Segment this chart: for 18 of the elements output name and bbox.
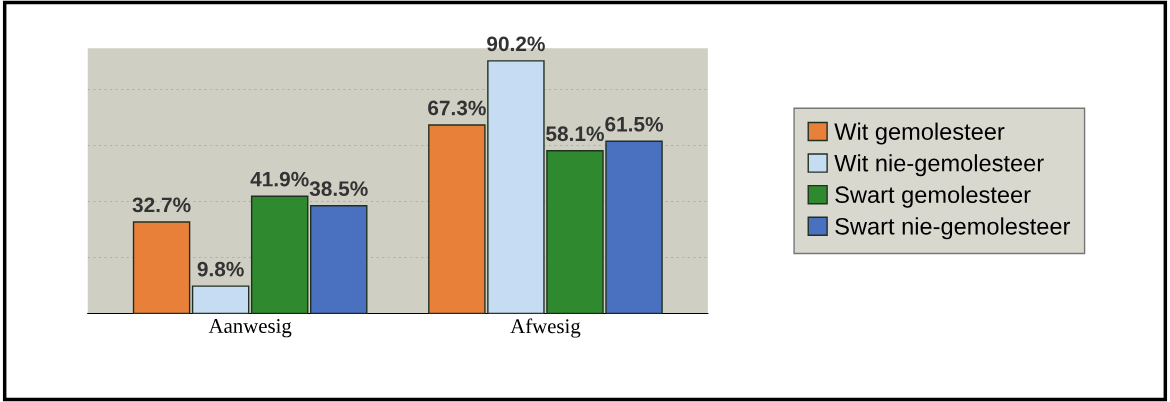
bar — [309, 205, 368, 314]
legend-label: Swart nie-gemolesteer — [835, 217, 1071, 240]
data-label: 61.5% — [605, 116, 664, 132]
data-label: 58.1% — [546, 126, 604, 142]
bar — [191, 285, 250, 314]
x-tick-label: Aanwesig — [208, 319, 292, 338]
data-label: 32.7% — [132, 197, 191, 213]
bar — [132, 221, 191, 314]
data-label: 38.5% — [309, 181, 368, 197]
data-label: 9.8% — [197, 261, 244, 277]
legend-label: Wit gemolesteer — [834, 122, 1005, 145]
data-label: 41.9% — [250, 171, 309, 187]
x-tick-label: Afwesig — [510, 318, 581, 338]
data-label: 90.2% — [487, 36, 545, 52]
bar — [250, 195, 309, 314]
legend-label: Wit nie-gemolesteer — [834, 154, 1044, 177]
data-label: 67.3% — [428, 100, 486, 116]
legend-label: Swart gemolesteer — [835, 185, 1031, 208]
